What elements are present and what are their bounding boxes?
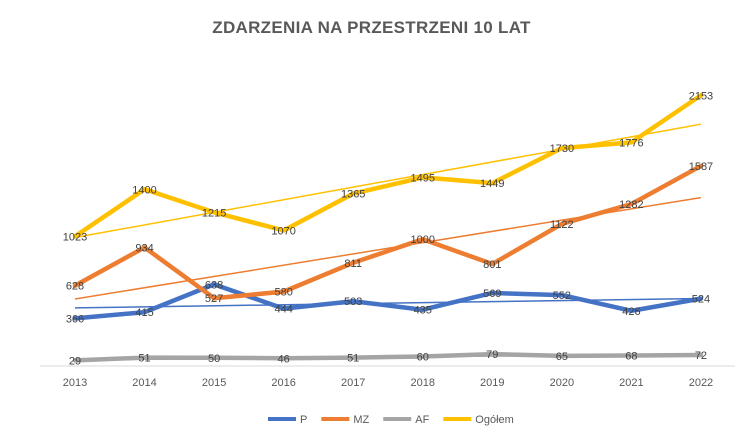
data-label: 29 bbox=[69, 355, 81, 367]
data-label: 1730 bbox=[550, 143, 574, 155]
data-label: 1282 bbox=[619, 199, 643, 211]
data-label: 426 bbox=[622, 306, 640, 318]
trendline-MZ bbox=[74, 196, 702, 300]
data-label: 1449 bbox=[480, 178, 504, 190]
data-label: 934 bbox=[135, 242, 153, 254]
chart-title: ZDARZENIA NA PRZESTRZENI 10 LAT bbox=[212, 18, 531, 37]
data-label: 366 bbox=[66, 313, 84, 325]
legend-label: P bbox=[300, 414, 307, 426]
data-label: 60 bbox=[417, 352, 429, 364]
series-line-Ogółem bbox=[72, 93, 704, 239]
data-label: 444 bbox=[274, 304, 292, 316]
data-label: 68 bbox=[625, 351, 637, 363]
x-tick-label: 2022 bbox=[689, 377, 713, 389]
data-label: 628 bbox=[66, 281, 84, 293]
data-label: 1400 bbox=[132, 184, 156, 196]
x-tick-label: 2017 bbox=[341, 377, 365, 389]
data-label: 811 bbox=[344, 258, 362, 270]
series-line-P bbox=[72, 282, 704, 321]
data-label: 580 bbox=[274, 287, 292, 299]
data-label: 2153 bbox=[689, 90, 713, 102]
data-label: 50 bbox=[208, 353, 220, 365]
x-tick-label: 2016 bbox=[271, 377, 295, 389]
data-label: 51 bbox=[347, 353, 359, 365]
data-label: 65 bbox=[556, 351, 568, 363]
data-label: 1495 bbox=[411, 172, 435, 184]
data-label: 1000 bbox=[411, 234, 435, 246]
data-label: 1365 bbox=[341, 189, 365, 201]
data-label: 552 bbox=[553, 290, 571, 302]
x-tick-label: 2013 bbox=[63, 377, 87, 389]
legend-label: AF bbox=[415, 414, 429, 426]
legend-label: MZ bbox=[353, 414, 369, 426]
data-label: 1215 bbox=[202, 207, 226, 219]
data-label: 1776 bbox=[619, 137, 643, 149]
data-label: 527 bbox=[205, 293, 223, 305]
data-label: 72 bbox=[695, 350, 707, 362]
data-label: 46 bbox=[278, 353, 290, 365]
trendline-P bbox=[74, 297, 701, 309]
data-label: 415 bbox=[135, 307, 153, 319]
data-label: 638 bbox=[205, 279, 223, 291]
x-tick-label: 2015 bbox=[202, 377, 226, 389]
trendline-Ogółem bbox=[74, 123, 702, 239]
data-label: 524 bbox=[692, 294, 710, 306]
data-label: 569 bbox=[483, 288, 501, 300]
x-tick-label: 2019 bbox=[480, 377, 504, 389]
data-label: 1023 bbox=[63, 231, 87, 243]
data-label: 79 bbox=[486, 349, 498, 361]
data-label: 1122 bbox=[550, 219, 574, 231]
data-label: 801 bbox=[483, 259, 501, 271]
x-tick-label: 2014 bbox=[132, 377, 156, 389]
data-label: 435 bbox=[414, 305, 432, 317]
data-label: 1070 bbox=[271, 225, 295, 237]
data-label: 1587 bbox=[689, 161, 713, 173]
legend-label: Ogółem bbox=[475, 414, 514, 426]
data-label: 51 bbox=[138, 353, 150, 365]
x-tick-label: 2018 bbox=[411, 377, 435, 389]
x-tick-label: 2020 bbox=[550, 377, 574, 389]
data-label: 503 bbox=[344, 296, 362, 308]
x-tick-label: 2021 bbox=[619, 377, 643, 389]
trendline-AF bbox=[74, 353, 701, 360]
